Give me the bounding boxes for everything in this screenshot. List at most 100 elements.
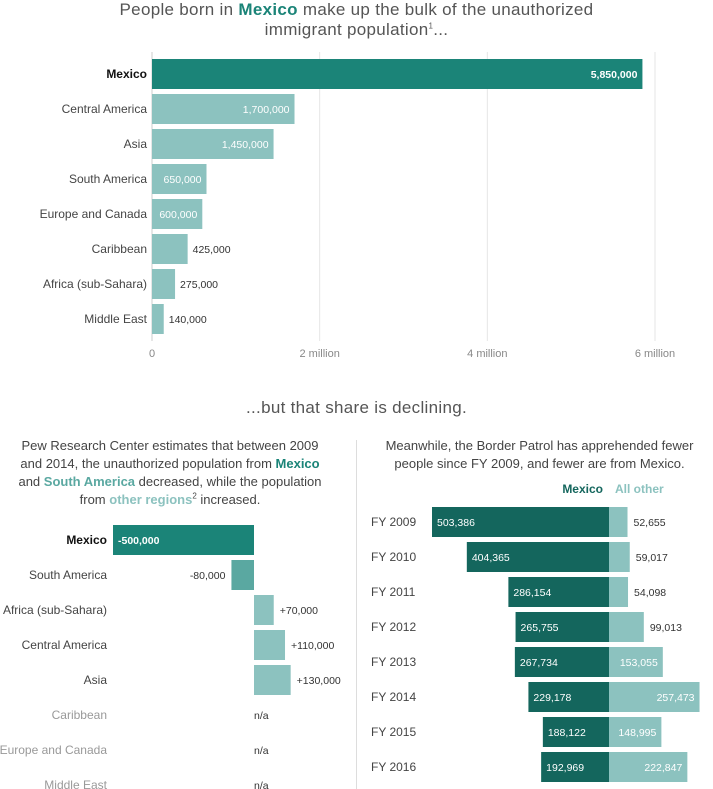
year-label: FY 2013 <box>371 655 416 669</box>
section-title: ...but that share is declining. <box>246 398 467 417</box>
year-label: FY 2015 <box>371 725 416 739</box>
bar <box>113 525 254 555</box>
data-label-mexico: 265,755 <box>521 622 559 634</box>
right-subtitle-line1: Meanwhile, the Border Patrol has apprehe… <box>385 438 694 453</box>
year-label: FY 2016 <box>371 760 416 774</box>
legend-mexico: Mexico <box>562 482 603 496</box>
left-subtitle-mexico: Mexico <box>275 456 320 471</box>
category-label: Europe and Canada <box>0 743 107 757</box>
category-label: South America <box>29 568 107 582</box>
data-label-mexico: 286,154 <box>513 587 551 599</box>
data-label-all-other: 99,013 <box>650 622 682 634</box>
title-text-post: make up the bulk of the unauthorized <box>297 0 594 19</box>
data-label-mexico: 267,734 <box>520 657 558 669</box>
bar-all-other <box>609 682 700 712</box>
bar-mexico <box>515 612 609 642</box>
bar-all-other <box>609 577 629 607</box>
bar-mexico <box>514 647 609 677</box>
left-subtitle-line4: from <box>79 492 110 507</box>
data-label: 1,700,000 <box>243 104 290 116</box>
left-subtitle-footnote: 2 <box>192 491 197 501</box>
year-label: FY 2011 <box>371 585 416 599</box>
data-label-mexico: 229,178 <box>533 692 571 704</box>
bar-all-other <box>609 752 688 782</box>
category-label: Africa (sub-Sahara) <box>3 603 107 617</box>
category-label: South America <box>69 172 147 186</box>
x-tick-label: 2 million <box>299 348 339 360</box>
apprehensions-chart: Mexico All other FY 2009 503,386 52,655 FY 20… <box>371 482 700 782</box>
year-label: FY 2010 <box>371 550 416 564</box>
data-label: n/a <box>254 710 269 722</box>
left-subtitle: Pew Research Center estimates that betwe… <box>0 437 340 509</box>
column-divider <box>356 440 357 789</box>
data-label: +130,000 <box>297 675 341 687</box>
bar-all-other <box>609 542 630 572</box>
data-label-mexico: 503,386 <box>437 517 475 529</box>
x-tick-label: 4 million <box>467 348 507 360</box>
data-label-all-other: 257,473 <box>657 692 695 704</box>
year-label: FY 2014 <box>371 690 416 704</box>
bar <box>152 59 643 89</box>
bar <box>152 269 176 299</box>
data-label: 1,450,000 <box>222 139 269 151</box>
year-label: FY 2012 <box>371 620 416 634</box>
bar <box>152 199 203 229</box>
data-label: +70,000 <box>280 605 318 617</box>
data-label-all-other: 153,055 <box>620 657 658 669</box>
bar-mexico <box>541 752 609 782</box>
right-subtitle-line2: people since FY 2009, and fewer are from… <box>394 456 685 471</box>
bar-mexico <box>542 717 609 747</box>
bar <box>254 665 291 695</box>
data-label: 5,850,000 <box>591 69 638 81</box>
title-highlight: Mexico <box>238 0 298 19</box>
bar <box>254 630 286 660</box>
left-subtitle-line3: and <box>18 474 44 489</box>
bar <box>152 164 207 194</box>
category-label: Middle East <box>44 778 107 789</box>
x-tick-label: 0 <box>149 348 155 360</box>
population-by-region-chart: 0 2 million 4 million 6 million Mexico 5,850,… <box>40 52 675 360</box>
right-subtitle: Meanwhile, the Border Patrol has apprehe… <box>366 437 713 473</box>
category-label: Mexico <box>106 67 147 81</box>
data-label: n/a <box>254 780 269 789</box>
data-label: n/a <box>254 745 269 757</box>
bar <box>152 234 188 264</box>
bar <box>152 129 274 159</box>
data-label: 425,000 <box>193 244 231 256</box>
data-label-mexico: 188,122 <box>548 727 586 739</box>
category-label: Africa (sub-Sahara) <box>43 277 147 291</box>
title-ellipsis: ... <box>433 20 449 39</box>
category-label: Central America <box>62 102 148 116</box>
bar-all-other <box>609 647 663 677</box>
left-subtitle-line1: Pew Research Center estimates that betwe… <box>21 438 319 453</box>
legend-all-other: All other <box>615 482 664 496</box>
category-label: Middle East <box>84 312 147 326</box>
left-subtitle-line2: and 2014, the unauthorized population fr… <box>20 456 276 471</box>
data-label-mexico: 404,365 <box>472 552 510 564</box>
bar-mexico <box>432 507 609 537</box>
data-label-all-other: 148,995 <box>618 727 656 739</box>
x-tick-label: 6 million <box>635 348 675 360</box>
data-label: 650,000 <box>164 174 202 186</box>
title-footnote: 1 <box>428 21 434 31</box>
category-label: Europe and Canada <box>40 207 148 221</box>
population-change-chart: Mexico -500,000 South America -80,000 Africa… <box>0 525 341 789</box>
title-line2: immigrant population <box>264 20 429 39</box>
bar-mexico <box>508 577 609 607</box>
category-label: Asia <box>124 137 148 151</box>
data-label-all-other: 222,847 <box>644 762 682 774</box>
category-label: Asia <box>84 673 108 687</box>
left-subtitle-other: other regions <box>109 492 193 507</box>
bar <box>231 560 254 590</box>
bar-all-other <box>609 717 662 747</box>
data-label: 600,000 <box>159 209 197 221</box>
data-label: 275,000 <box>180 279 218 291</box>
data-label: -80,000 <box>190 570 226 582</box>
left-subtitle-south-america: South America <box>43 474 136 489</box>
category-label: Caribbean <box>92 242 147 256</box>
category-label: Mexico <box>66 533 107 547</box>
bar-mexico <box>528 682 609 712</box>
title-text: People born in <box>119 0 239 19</box>
data-label-all-other: 59,017 <box>636 552 668 564</box>
left-subtitle-line3b: decreased, while the population <box>135 474 322 489</box>
